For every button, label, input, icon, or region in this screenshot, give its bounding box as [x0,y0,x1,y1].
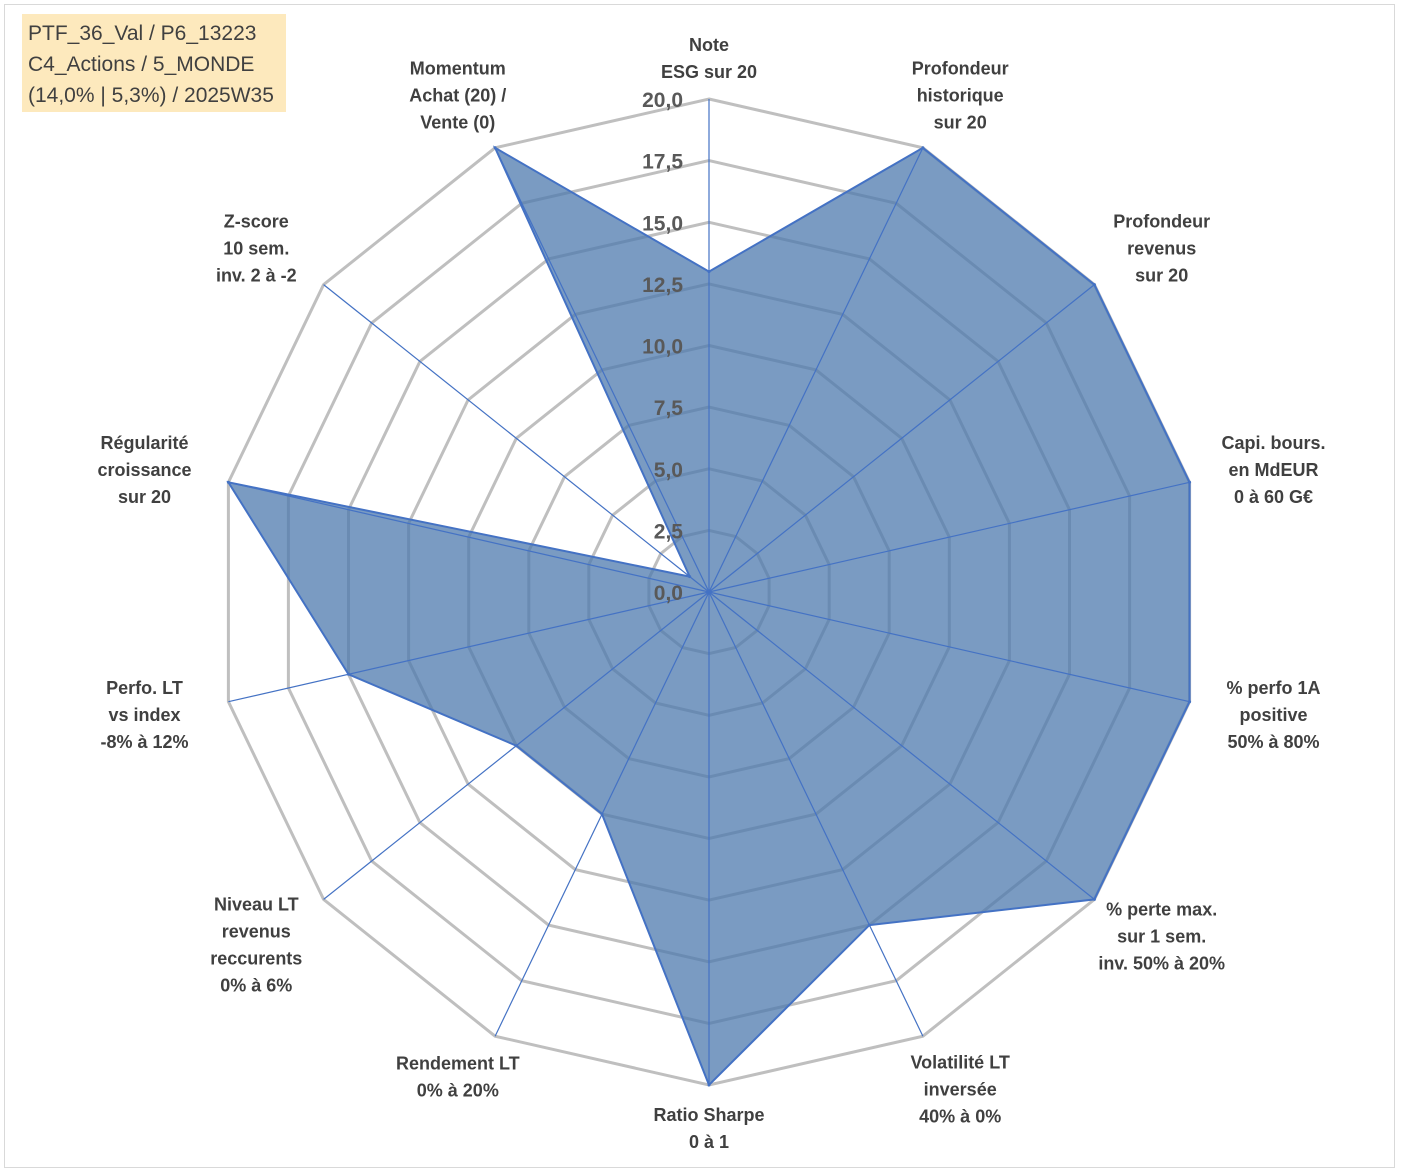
axis-line-4 [708,591,1190,703]
axis-label-1: Profondeur historique sur 20 [912,59,1009,133]
axis-label-9: Niveau LT revenus reccurents 0% à 6% [210,894,302,995]
axis-line-6 [708,591,924,1037]
tick-label-6: 15,0 [642,212,683,235]
axis-label-2: Profondeur revenus sur 20 [1113,212,1210,286]
axis-label-7: Ratio Sharpe 0 à 1 [653,1105,764,1152]
axis-label-8: Rendement LT 0% à 20% [396,1054,520,1101]
tick-label-2: 5,0 [654,459,683,482]
axis-line-2 [708,284,1095,593]
tick-label-5: 12,5 [642,274,683,297]
axis-label-4: % perfo 1A positive 50% à 80% [1226,678,1320,752]
tick-label-0: 0,0 [654,582,683,605]
tick-layer: 0,0 2,5 5,0 7,5 10,0 12,5 15,0 17,5 20,0 [642,89,683,605]
axis-label-12: Z-score 10 sem. inv. 2 à -2 [216,212,297,286]
axis-label-10: Perfo. LT vs index -8% à 12% [100,678,188,752]
tick-label-8: 20,0 [642,89,683,112]
axis-line-3 [708,481,1190,593]
axis-label-3: Capi. bours. en MdEUR 0 à 60 G€ [1221,433,1325,507]
axis-label-5: % perte max. sur 1 sem. inv. 50% à 20% [1098,899,1225,973]
axis-line-1 [708,147,924,593]
axis-label-13: Momentum Achat (20) / Vente (0) [409,59,506,133]
axis-label-0: Note ESG sur 20 [661,35,757,82]
axis-line-5 [708,591,1095,900]
axis-layer [228,99,1190,1085]
axis-line-12 [323,284,710,593]
tick-label-7: 17,5 [642,151,683,174]
axis-line-8 [494,591,710,1037]
tick-label-1: 2,5 [654,520,684,543]
axis-line-11 [228,481,710,593]
axis-label-6: Volatilité LT inversée 40% à 0% [911,1052,1010,1126]
tick-label-4: 10,0 [642,336,683,359]
info-box: PTF_36_Val / P6_13223 C4_Actions / 5_MON… [22,14,286,112]
axis-label-11: Régularité croissance sur 20 [97,433,191,507]
axis-line-10 [228,591,710,703]
axis-line-9 [323,591,710,900]
tick-label-3: 7,5 [654,397,684,420]
axis-line-13 [494,147,710,593]
info-line-1: PTF_36_Val / P6_13223 [28,22,257,45]
info-line-2: C4_Actions / 5_MONDE [28,53,255,76]
label-layer: Note ESG sur 20 Profondeur historique sur 20… [97,35,1325,1152]
info-line-3: (14,0% | 5,3%) / 2025W35 [28,84,274,107]
